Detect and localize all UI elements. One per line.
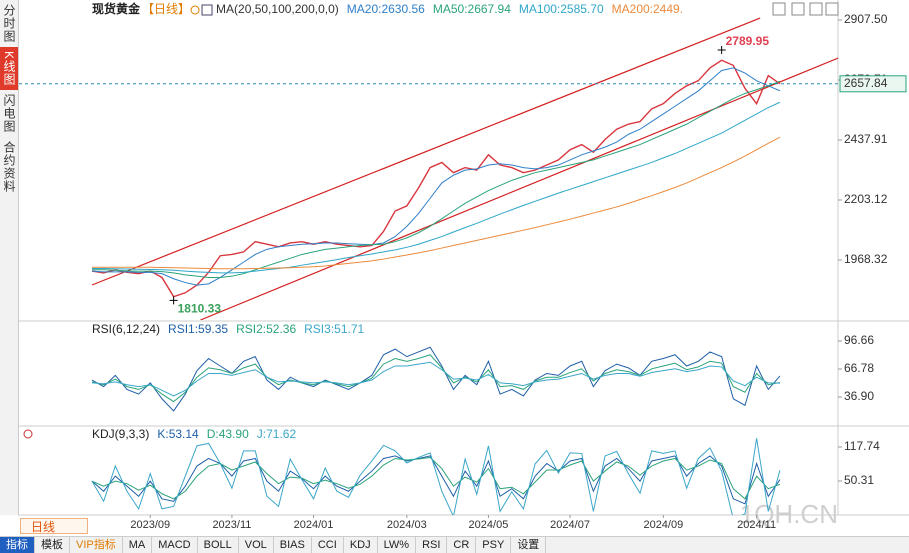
panel	[91, 346, 781, 412]
y-tick-label: 2203.12	[844, 192, 888, 206]
toolbar-item[interactable]: PSY	[476, 537, 512, 553]
period-button[interactable]: 日线	[20, 518, 88, 534]
legend-item: MA20:2630.56	[347, 2, 425, 16]
last-price-box	[839, 75, 907, 93]
toolbar-item[interactable]: BOLL	[198, 537, 239, 553]
toolbar-item[interactable]: 设置	[511, 537, 547, 553]
chart: 1QH.CN 2907.502672.712437.912203.121968.…	[18, 0, 909, 531]
tab[interactable]: K线图	[0, 47, 18, 91]
x-tick-label: 2024/01	[294, 519, 334, 531]
y-tick-label: 2437.91	[844, 132, 888, 146]
toolbar-item[interactable]: MACD	[152, 537, 198, 553]
toolbar-item[interactable]: RSI	[416, 537, 448, 553]
legend-item: RSI(6,12,24)	[92, 322, 160, 336]
toolbar-item[interactable]: MA	[123, 537, 153, 553]
series-line	[91, 354, 781, 403]
toolbar-item[interactable]: CR	[447, 537, 477, 553]
x-tick-label: 2024/05	[469, 519, 509, 531]
toolbar-item[interactable]: VOL	[239, 537, 274, 553]
x-tick-label: 2024/11	[737, 519, 776, 531]
last-price-label: 2657.84	[844, 76, 888, 90]
legend-item: MA200:2449.	[612, 2, 683, 16]
extreme-marker	[169, 296, 178, 305]
series-line	[91, 438, 781, 515]
series-line	[91, 346, 781, 412]
series-line	[91, 455, 781, 505]
tab[interactable]: 分时图	[2, 4, 16, 43]
extreme-label: 1810.33	[178, 302, 222, 316]
extreme-marker	[717, 46, 726, 55]
x-tick-label: 2024/03	[387, 519, 427, 531]
toolbar: 指标 模板 VIP指标 MA MACD BOLL VOL BIAS CCI KDJ LW% RSI CR…	[0, 536, 909, 553]
series-line	[92, 136, 781, 270]
tab[interactable]: 闪电图	[2, 94, 16, 134]
toolbar-item[interactable]: CCI	[312, 537, 344, 553]
toolbar-item[interactable]: KDJ	[344, 537, 378, 553]
legend-item: RSI3:51.71	[304, 322, 364, 336]
y-tick-label: 50.31	[844, 473, 874, 487]
toolbar-icons[interactable]	[772, 2, 839, 16]
legend-item: 【日线】	[142, 2, 190, 16]
toolbar-item[interactable]: BIAS	[274, 537, 312, 553]
legend-item: D:43.90	[207, 427, 249, 441]
legend-icon	[190, 5, 200, 15]
legend-item: MA(20,50,100,200,0,0)	[216, 2, 339, 16]
legend-item: 现货黄金	[92, 1, 141, 16]
settings-icon[interactable]	[23, 429, 33, 439]
toolbar-item[interactable]: VIP指标	[70, 537, 123, 553]
toolbar-item[interactable]: 指标	[0, 537, 35, 553]
watermark: 1QH.CN	[740, 499, 838, 529]
extreme-label: 2789.95	[726, 34, 770, 48]
series-line	[92, 80, 781, 278]
legend-item: MA100:2585.70	[519, 2, 604, 16]
legend-item: J:71.62	[257, 427, 297, 441]
y-tick-label: 2907.50	[844, 12, 888, 26]
series-line	[92, 101, 781, 274]
tab[interactable]: 合约资料	[2, 141, 16, 194]
x-tick-label: 2023/11	[212, 519, 251, 531]
legend-item: KDJ(9,3,3)	[92, 427, 149, 441]
toolbar-item[interactable]: LW%	[378, 537, 417, 553]
y-tick-label: 96.66	[844, 333, 874, 347]
legend-item: MA50:2667.94	[433, 2, 511, 16]
x-tick-label: 2024/07	[550, 519, 590, 531]
x-tick-label: 2024/09	[643, 519, 683, 531]
legend-item: RSI2:52.36	[236, 322, 296, 336]
panel	[91, 438, 781, 515]
toolbar-item[interactable]: 模板	[35, 537, 70, 553]
legend-item: RSI1:59.35	[168, 322, 228, 336]
series-line	[91, 59, 781, 298]
series-line	[91, 456, 781, 500]
sidebar: 分时图 K线图 闪电图 合约资料	[0, 0, 19, 515]
y-tick-label: 1968.32	[844, 252, 888, 266]
y-tick-label: 36.90	[844, 389, 874, 403]
y-tick-label: 66.78	[844, 361, 874, 375]
series-line	[91, 67, 781, 286]
legend-item: K:53.14	[157, 427, 199, 441]
panel	[91, 17, 838, 320]
x-tick-label: 2023/09	[130, 519, 170, 531]
trendline	[91, 17, 761, 286]
legend-icon	[201, 4, 213, 16]
trendline	[200, 57, 838, 320]
y-tick-label: 117.74	[844, 439, 880, 453]
series-line	[91, 361, 780, 397]
